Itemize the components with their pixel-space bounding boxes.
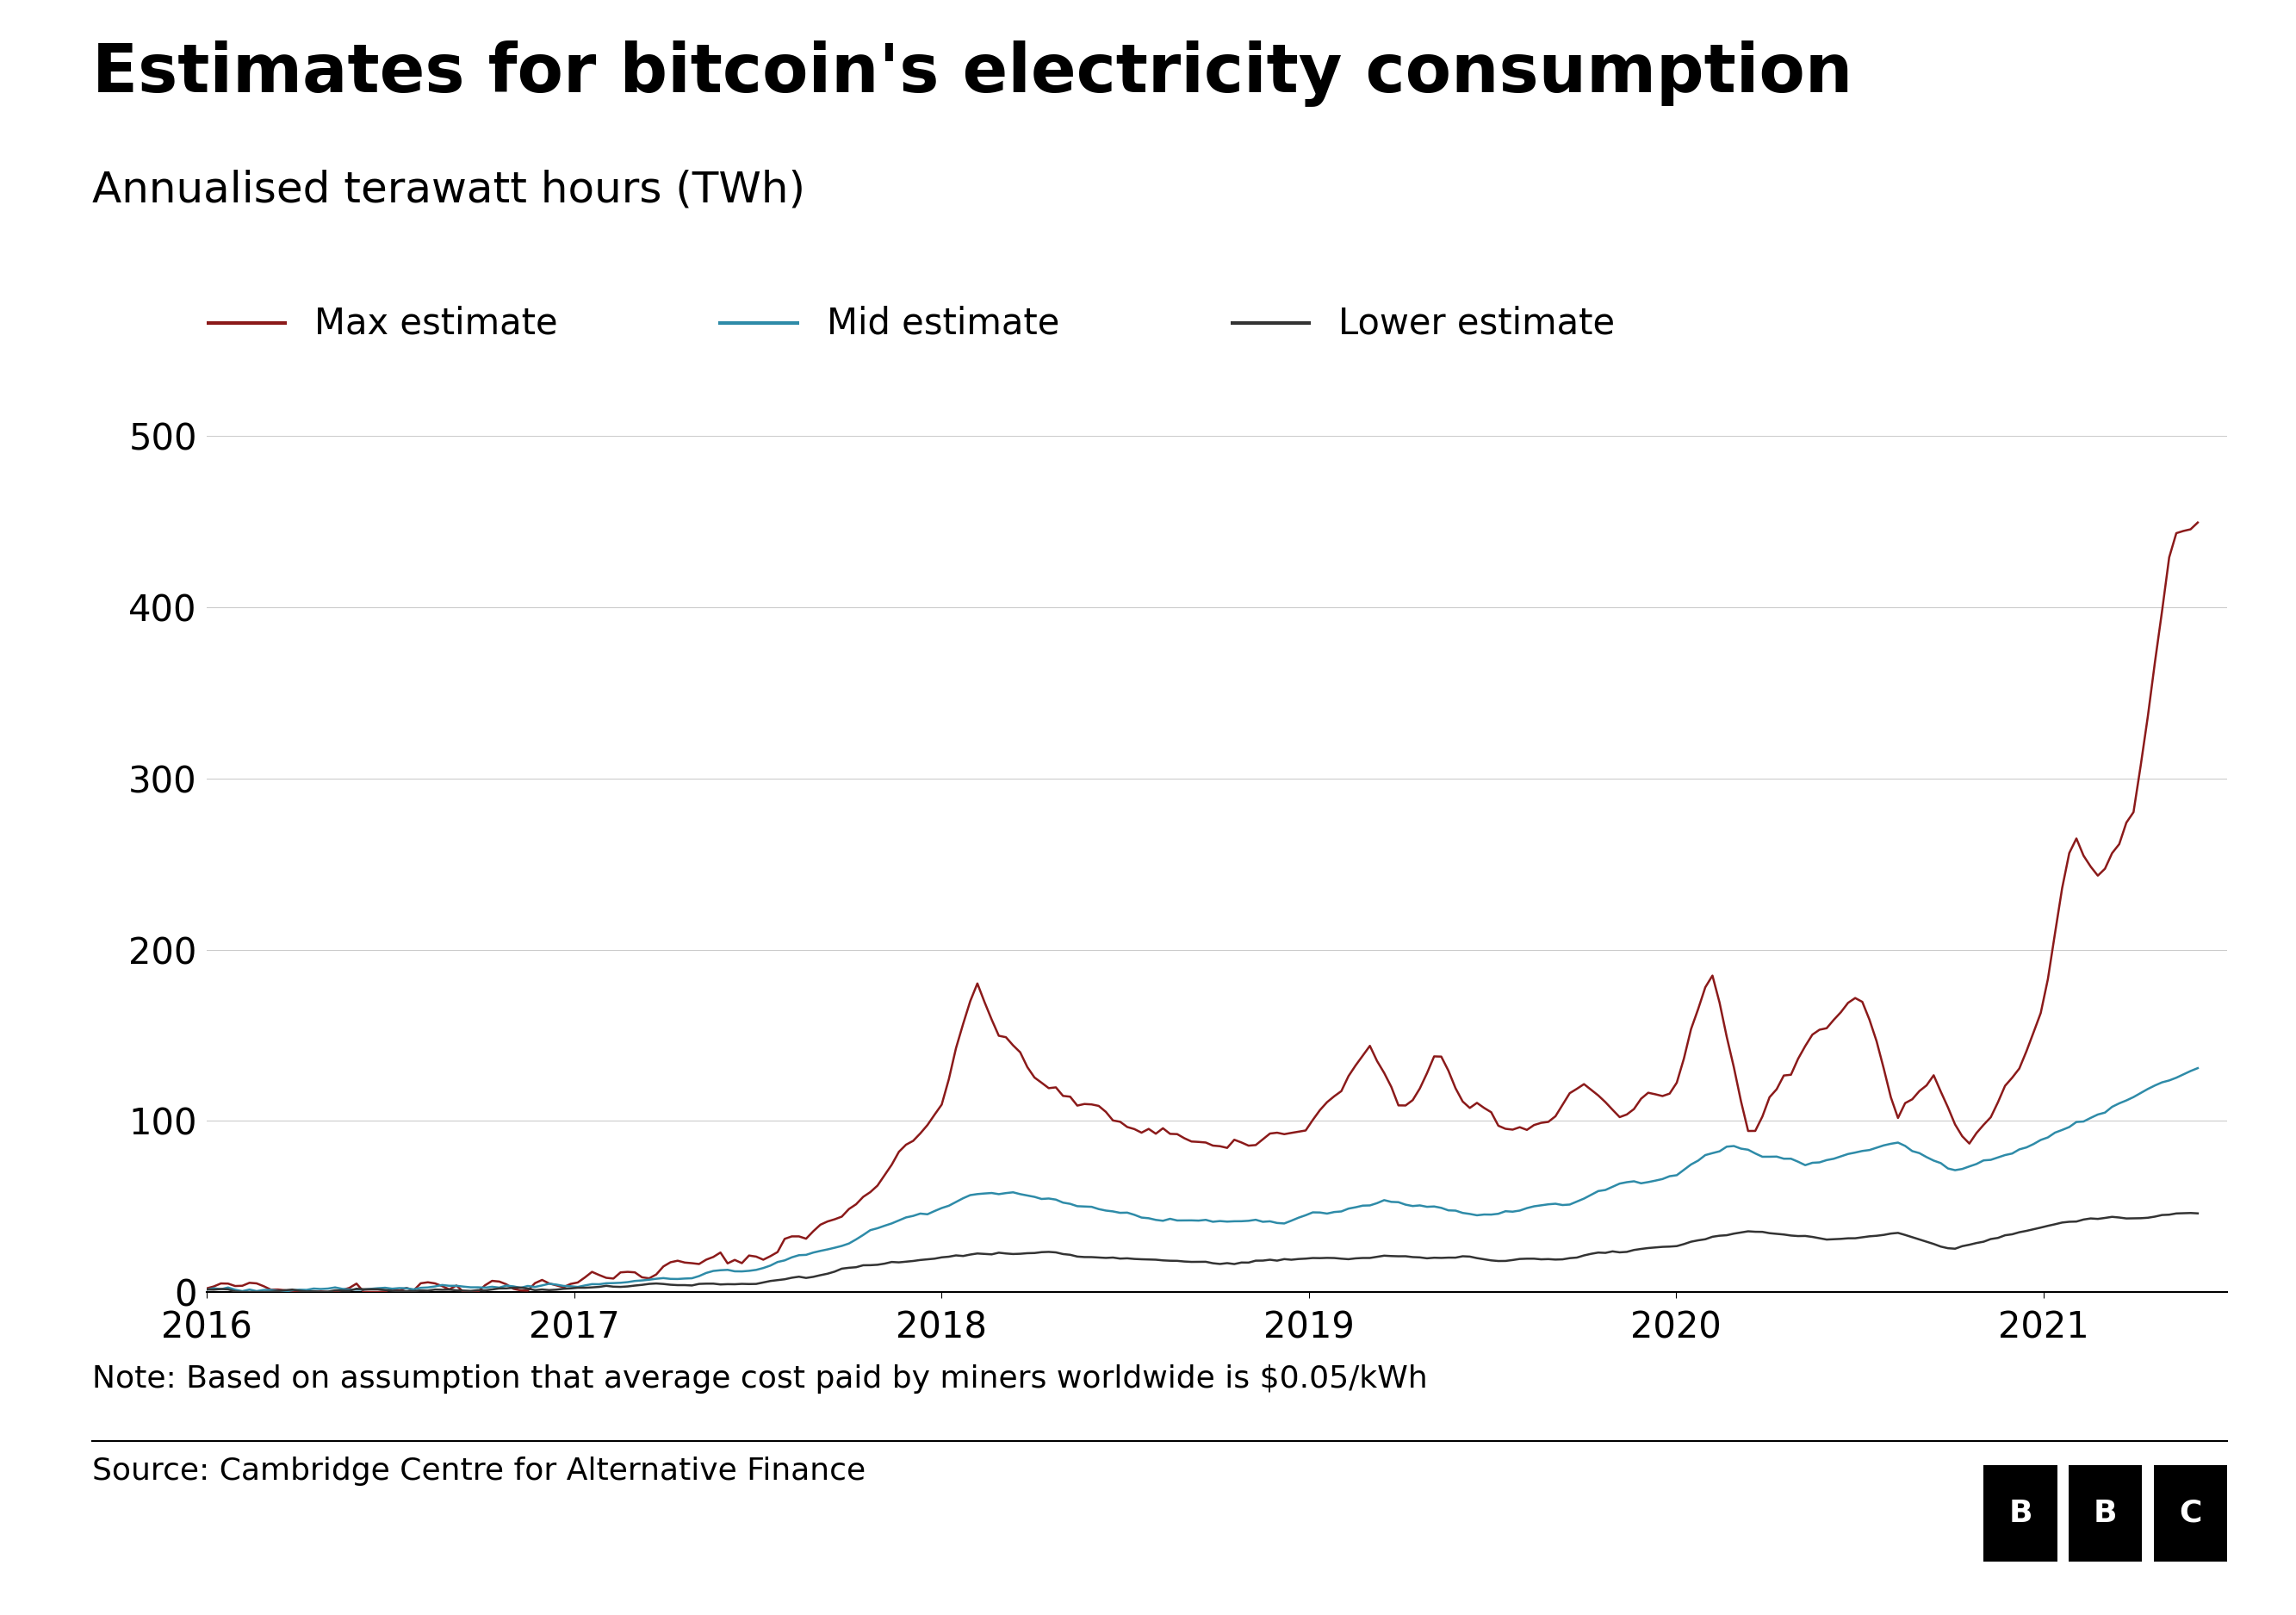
Text: Estimates for bitcoin's electricity consumption: Estimates for bitcoin's electricity cons… — [92, 40, 1853, 107]
Text: B: B — [2009, 1499, 2032, 1528]
Text: Lower estimate: Lower estimate — [1339, 305, 1614, 341]
Text: Annualised terawatt hours (TWh): Annualised terawatt hours (TWh) — [92, 170, 806, 212]
Text: Note: Based on assumption that average cost paid by miners worldwide is $0.05/kW: Note: Based on assumption that average c… — [92, 1365, 1428, 1394]
Text: Max estimate: Max estimate — [315, 305, 558, 341]
Text: Source: Cambridge Centre for Alternative Finance: Source: Cambridge Centre for Alternative… — [92, 1457, 866, 1486]
Text: B: B — [2094, 1499, 2117, 1528]
Text: C: C — [2179, 1499, 2202, 1528]
Text: Mid estimate: Mid estimate — [827, 305, 1058, 341]
